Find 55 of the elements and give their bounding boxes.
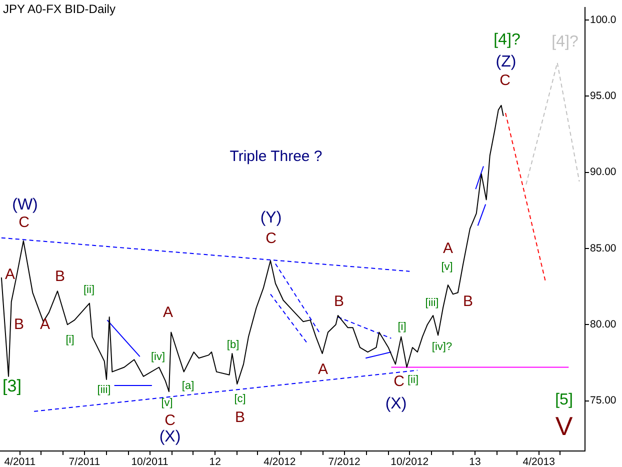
annotation: (Y): [260, 209, 282, 226]
annotation: (Z): [496, 53, 516, 70]
x-tick-label: 10/2011: [131, 456, 169, 467]
annotation: [3]: [2, 376, 22, 396]
x-tick-label: 4/2013: [522, 456, 556, 467]
annotation: B: [14, 316, 24, 334]
annotation: A: [4, 266, 16, 284]
annotation: B: [334, 293, 344, 310]
annotation: B: [54, 268, 66, 286]
x-tick-label: 12: [209, 456, 222, 467]
annotation: [b]: [226, 339, 240, 352]
annotation: C: [266, 230, 277, 248]
annotation: (X): [385, 395, 407, 412]
annotation: (W): [12, 196, 38, 214]
annotation: [5]: [555, 391, 573, 408]
chart-title: JPY A0-FX BID-Daily: [3, 2, 116, 16]
annotation: A: [162, 304, 174, 322]
annotation: Triple Three ?: [230, 148, 322, 166]
x-tick-label: 4/2012: [264, 456, 296, 467]
annotation: B: [234, 409, 246, 426]
annotation: [iv]: [150, 351, 166, 364]
annotation: C: [500, 72, 511, 90]
annotation: [ii]: [84, 284, 94, 296]
annotation: [v]: [161, 397, 173, 410]
y-tick-label: 90.00: [590, 166, 616, 178]
annotation: [4]?: [494, 31, 520, 48]
y-tick-label: 100.0: [590, 14, 616, 26]
x-tick-label: 10/2012: [390, 456, 429, 467]
annotation: A: [318, 361, 328, 378]
annotation: [iv]?: [432, 341, 452, 354]
annotation: [iii]: [97, 384, 111, 396]
x-tick-label: 7/2011: [68, 456, 100, 467]
annotation: A: [40, 316, 50, 334]
annotation: [i]: [398, 321, 406, 334]
x-tick-label: 13: [469, 456, 481, 467]
y-tick-label: 80.00: [590, 318, 616, 331]
y-tick-label: 95.00: [590, 90, 616, 102]
annotation: V: [555, 411, 574, 442]
annotation: C: [394, 373, 405, 390]
annotation: [i]: [66, 334, 74, 346]
annotation: [v]: [441, 261, 453, 274]
annotation: A: [442, 240, 454, 258]
annotation: [a]: [182, 380, 194, 392]
annotation: [ii]: [408, 374, 418, 386]
annotation: [iii]: [425, 297, 439, 310]
x-tick-label: 7/2012: [328, 456, 361, 467]
annotation: [c]: [234, 393, 246, 406]
annotation: B: [462, 293, 474, 310]
y-tick-label: 85.00: [590, 242, 616, 254]
annotation: [4]?: [552, 33, 578, 50]
annotation: (X): [159, 428, 181, 446]
x-tick-label: 4/2011: [4, 456, 36, 467]
annotation: C: [18, 214, 30, 232]
annotation: C: [164, 412, 176, 430]
y-tick-label: 75.00: [590, 394, 616, 407]
